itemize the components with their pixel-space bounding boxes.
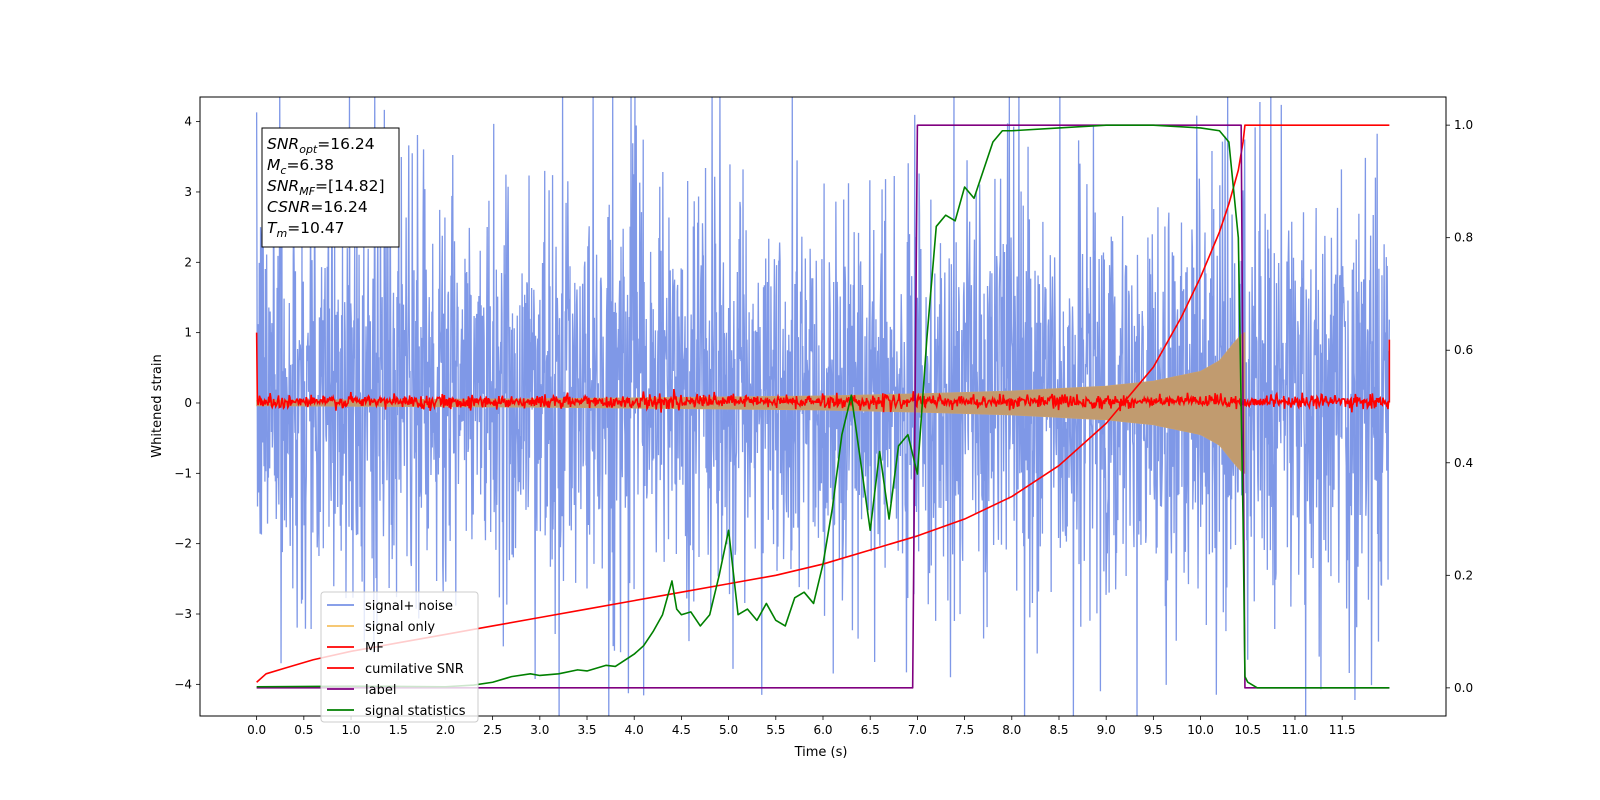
annotation-value: =[14.82] (315, 177, 384, 195)
x-tick-label: 5.0 (719, 723, 738, 737)
x-tick-label: 3.5 (577, 723, 596, 737)
legend-label: signal+ noise (365, 599, 453, 614)
y-right-tick-label: 0.4 (1454, 456, 1473, 470)
y-axis-right: 0.0 0.2 0.4 0.6 0.8 1.0 (1446, 118, 1473, 695)
annotation-line: Mc=6.38 (267, 156, 334, 177)
x-tick-label: 9.0 (1097, 723, 1116, 737)
annotation-symbol: SNR (267, 177, 299, 195)
y-axis-label: Whitened strain (150, 354, 165, 457)
legend-label: signal only (365, 620, 435, 635)
x-tick-label: 7.0 (908, 723, 927, 737)
annotation-subscript: MF (299, 185, 315, 198)
y-axis-left: −4 −3 −2 −1 0 1 2 3 4 (174, 115, 200, 691)
y-left-tick-label: 3 (184, 185, 192, 199)
annotation-line: CSNR=16.24 (267, 198, 368, 216)
x-axis: 0.0 0.5 1.0 1.5 2.0 2.5 3.0 3.5 4.0 4.5 5.0 5.5 6.0 6… (247, 716, 1356, 737)
legend-label: signal statistics (365, 704, 466, 719)
annotation-value: =16.24 (310, 198, 367, 216)
y-left-tick-label: 4 (184, 115, 192, 129)
annotation-subscript: c (280, 164, 286, 177)
y-left-tick-label: −2 (174, 537, 192, 551)
annotation-box: SNRopt=16.24Mc=6.38SNRMF=[14.82]CSNR=16.… (261, 127, 400, 248)
x-tick-label: 2.0 (436, 723, 455, 737)
x-tick-label: 0.0 (247, 723, 266, 737)
annotation-value: =10.47 (287, 219, 344, 237)
x-tick-label: 5.5 (766, 723, 785, 737)
x-tick-label: 3.0 (530, 723, 549, 737)
y-left-tick-label: −3 (174, 607, 192, 621)
y-left-tick-label: 2 (184, 255, 192, 269)
legend-label: MF (365, 641, 384, 656)
x-axis-label: Time (s) (794, 745, 848, 760)
x-tick-label: 1.0 (341, 723, 360, 737)
y-right-tick-label: 0.8 (1454, 231, 1473, 245)
annotation-symbol: M (267, 156, 280, 174)
y-left-tick-label: −1 (174, 466, 192, 480)
annotation-line: SNRMF=[14.82] (267, 177, 385, 198)
x-tick-label: 6.5 (861, 723, 880, 737)
y-right-tick-label: 0.0 (1454, 681, 1473, 695)
y-left-tick-label: 0 (184, 396, 192, 410)
x-tick-label: 6.0 (813, 723, 832, 737)
y-right-tick-label: 0.2 (1454, 568, 1473, 582)
annotation-frame (261, 127, 400, 248)
x-tick-label: 11.5 (1329, 723, 1356, 737)
y-left-tick-label: −4 (174, 677, 192, 691)
annotation-line: Tm=10.47 (267, 219, 345, 240)
x-tick-label: 4.5 (672, 723, 691, 737)
x-tick-label: 11.0 (1282, 723, 1309, 737)
x-tick-label: 7.5 (955, 723, 974, 737)
annotation-subscript: opt (299, 143, 318, 156)
annotation-symbol: T (267, 219, 278, 237)
x-tick-label: 9.5 (1144, 723, 1163, 737)
annotation-value: =6.38 (286, 156, 334, 174)
annotation-value: =16.24 (317, 135, 374, 153)
legend-label: cumilative SNR (365, 662, 464, 677)
x-tick-label: 8.0 (1002, 723, 1021, 737)
x-tick-label: 4.0 (625, 723, 644, 737)
legend-label: label (365, 683, 396, 698)
plot-area (255, 97, 1391, 716)
x-tick-label: 2.5 (483, 723, 502, 737)
series-signal-noise (255, 97, 1391, 716)
y-right-tick-label: 1.0 (1454, 118, 1473, 132)
legend-frame (320, 591, 479, 723)
x-tick-label: 10.5 (1234, 723, 1261, 737)
plot-layer (255, 97, 1391, 716)
legend: signal+ noise signal only MF cumilative SNR… (320, 591, 479, 723)
annotation-line: SNRopt=16.24 (267, 135, 375, 156)
y-left-tick-label: 1 (184, 326, 192, 340)
x-tick-label: 10.0 (1187, 723, 1214, 737)
annotation-subscript: m (276, 227, 287, 240)
y-right-tick-label: 0.6 (1454, 343, 1473, 357)
x-tick-label: 0.5 (294, 723, 313, 737)
annotation-symbol: CSNR (267, 198, 310, 216)
x-tick-label: 1.5 (389, 723, 408, 737)
x-tick-label: 8.5 (1049, 723, 1068, 737)
series-signal-statistics (256, 124, 1390, 689)
series-mf (255, 332, 1391, 413)
annotation-symbol: SNR (267, 135, 299, 153)
